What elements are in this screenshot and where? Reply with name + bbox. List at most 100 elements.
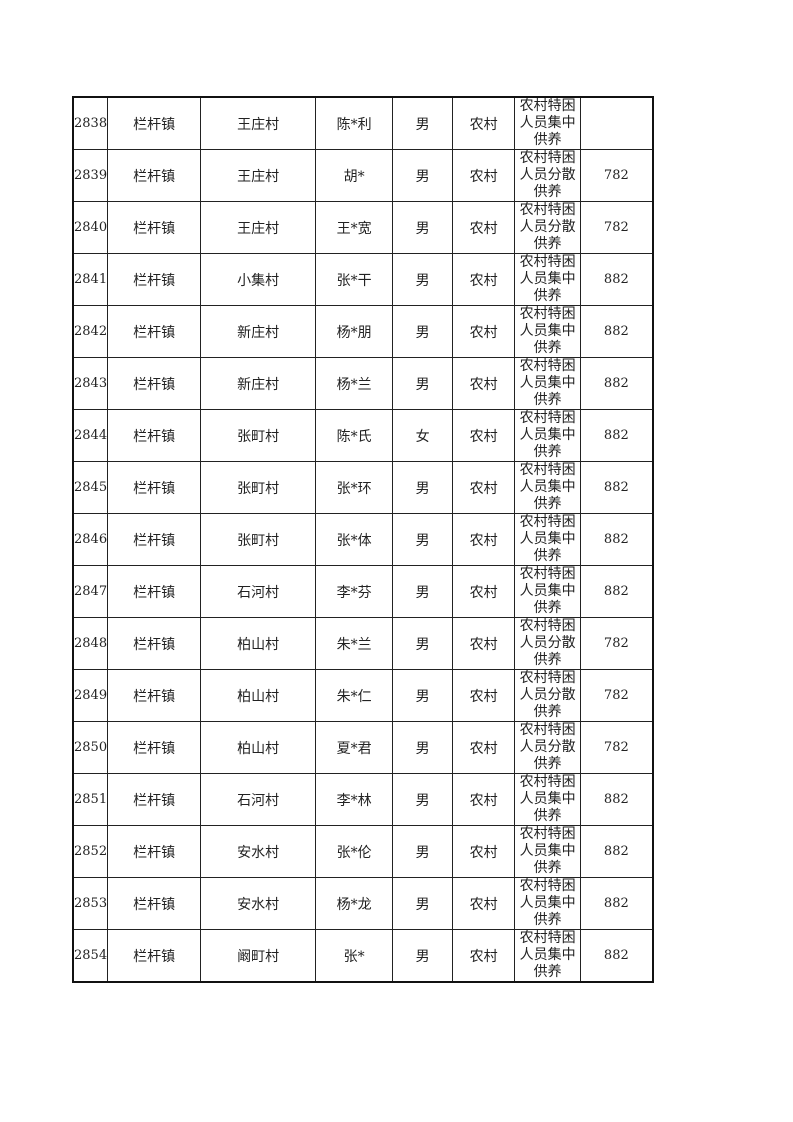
area-cell: 农村 [452,357,516,410]
village-cell: 石河村 [200,565,317,618]
support-type-text: 农村特困人员分散供养 [519,150,576,201]
gender-cell: 男 [392,773,454,826]
support-type-cell: 农村特困人员集中供养 [514,773,582,826]
support-type-cell: 农村特困人员分散供养 [514,617,582,670]
village-cell: 小集村 [200,253,317,306]
area-cell: 农村 [452,617,516,670]
support-type-text: 农村特困人员集中供养 [519,930,576,980]
gender-cell: 男 [392,201,454,254]
gender-cell: 男 [392,305,454,358]
amount-cell: 782 [580,149,654,202]
area-cell: 农村 [452,565,516,618]
name-cell: 陈*氏 [315,409,394,462]
town-cell: 栏杆镇 [107,253,202,306]
village-cell: 张町村 [200,461,317,514]
amount-cell: 882 [580,825,654,878]
table-row: 2850 栏杆镇 柏山村 夏*君男农村 农村特困人员分散供养 782 [72,721,654,774]
amount-cell: 882 [580,253,654,306]
village-cell: 安水村 [200,877,317,930]
town-cell: 栏杆镇 [107,409,202,462]
village-cell: 安水村 [200,825,317,878]
name-cell: 李*林 [315,773,394,826]
table-row: 2843 栏杆镇 新庄村 杨*兰男农村 农村特困人员集中供养 882 [72,357,654,410]
gender-cell: 男 [392,565,454,618]
support-type-cell: 农村特困人员集中供养 [514,96,582,150]
amount-cell: 882 [580,565,654,618]
table-row: 2841 栏杆镇 小集村 张*干男农村 农村特困人员集中供养 882 [72,253,654,306]
gender-cell: 男 [392,825,454,878]
row-number: 2849 [72,669,109,722]
town-cell: 栏杆镇 [107,201,202,254]
table-row: 2844 栏杆镇 张町村 陈*氏女农村 农村特困人员集中供养 882 [72,409,654,462]
gender-cell: 男 [392,929,454,983]
support-type-cell: 农村特困人员集中供养 [514,929,582,983]
row-number: 2838 [72,96,109,150]
name-cell: 夏*君 [315,721,394,774]
row-number: 2853 [72,877,109,930]
area-cell: 农村 [452,929,516,983]
support-type-text: 农村特困人员集中供养 [519,826,576,877]
table-row: 2838 栏杆镇 王庄村 陈*利男农村 农村特困人员集中供养 [72,96,654,150]
amount-cell: 882 [580,877,654,930]
village-cell: 阚町村 [200,929,317,983]
support-type-text: 农村特困人员集中供养 [519,358,576,409]
amount-cell: 882 [580,513,654,566]
area-cell: 农村 [452,877,516,930]
table-row: 2842 栏杆镇 新庄村 杨*朋男农村 农村特困人员集中供养 882 [72,305,654,358]
town-cell: 栏杆镇 [107,96,202,150]
support-type-text: 农村特困人员集中供养 [519,410,576,461]
row-number: 2844 [72,409,109,462]
row-number: 2843 [72,357,109,410]
table-row: 2840 栏杆镇 王庄村 王*宽男农村 农村特困人员分散供养 782 [72,201,654,254]
town-cell: 栏杆镇 [107,357,202,410]
area-cell: 农村 [452,773,516,826]
area-cell: 农村 [452,669,516,722]
name-cell: 李*芬 [315,565,394,618]
table-row: 2852 栏杆镇 安水村 张*伦男农村 农村特困人员集中供养 882 [72,825,654,878]
village-cell: 柏山村 [200,721,317,774]
support-type-cell: 农村特困人员集中供养 [514,305,582,358]
area-cell: 农村 [452,305,516,358]
support-type-cell: 农村特困人员集中供养 [514,409,582,462]
row-number: 2845 [72,461,109,514]
town-cell: 栏杆镇 [107,669,202,722]
area-cell: 农村 [452,409,516,462]
name-cell: 胡* [315,149,394,202]
row-number: 2847 [72,565,109,618]
support-type-cell: 农村特困人员集中供养 [514,877,582,930]
area-cell: 农村 [452,513,516,566]
name-cell: 王*宽 [315,201,394,254]
row-number: 2854 [72,929,109,983]
town-cell: 栏杆镇 [107,773,202,826]
town-cell: 栏杆镇 [107,929,202,983]
table-row: 2854 栏杆镇 阚町村 张* 男农村 农村特困人员集中供养 882 [72,929,654,983]
gender-cell: 男 [392,253,454,306]
area-cell: 农村 [452,721,516,774]
support-type-text: 农村特困人员分散供养 [519,722,576,773]
name-cell: 杨*龙 [315,877,394,930]
name-cell: 张*伦 [315,825,394,878]
gender-cell: 男 [392,461,454,514]
row-number: 2840 [72,201,109,254]
village-cell: 张町村 [200,409,317,462]
table-row: 2846 栏杆镇 张町村 张*体男农村 农村特困人员集中供养 882 [72,513,654,566]
name-cell: 朱*仁 [315,669,394,722]
beneficiary-table: 2838 栏杆镇 王庄村 陈*利男农村 农村特困人员集中供养 2839 栏杆镇 王庄村 胡* 男农… [72,96,654,983]
support-type-cell: 农村特困人员分散供养 [514,669,582,722]
support-type-cell: 农村特困人员分散供养 [514,149,582,202]
support-type-cell: 农村特困人员集中供养 [514,357,582,410]
table-row: 2851 栏杆镇 石河村 李*林男农村 农村特困人员集中供养 882 [72,773,654,826]
table-row: 2847 栏杆镇 石河村 李*芬男农村 农村特困人员集中供养 882 [72,565,654,618]
amount-cell: 782 [580,201,654,254]
town-cell: 栏杆镇 [107,877,202,930]
gender-cell: 男 [392,669,454,722]
support-type-text: 农村特困人员集中供养 [519,774,576,825]
name-cell: 张*体 [315,513,394,566]
town-cell: 栏杆镇 [107,617,202,670]
town-cell: 栏杆镇 [107,721,202,774]
area-cell: 农村 [452,461,516,514]
town-cell: 栏杆镇 [107,461,202,514]
village-cell: 王庄村 [200,201,317,254]
row-number: 2848 [72,617,109,670]
gender-cell: 男 [392,357,454,410]
